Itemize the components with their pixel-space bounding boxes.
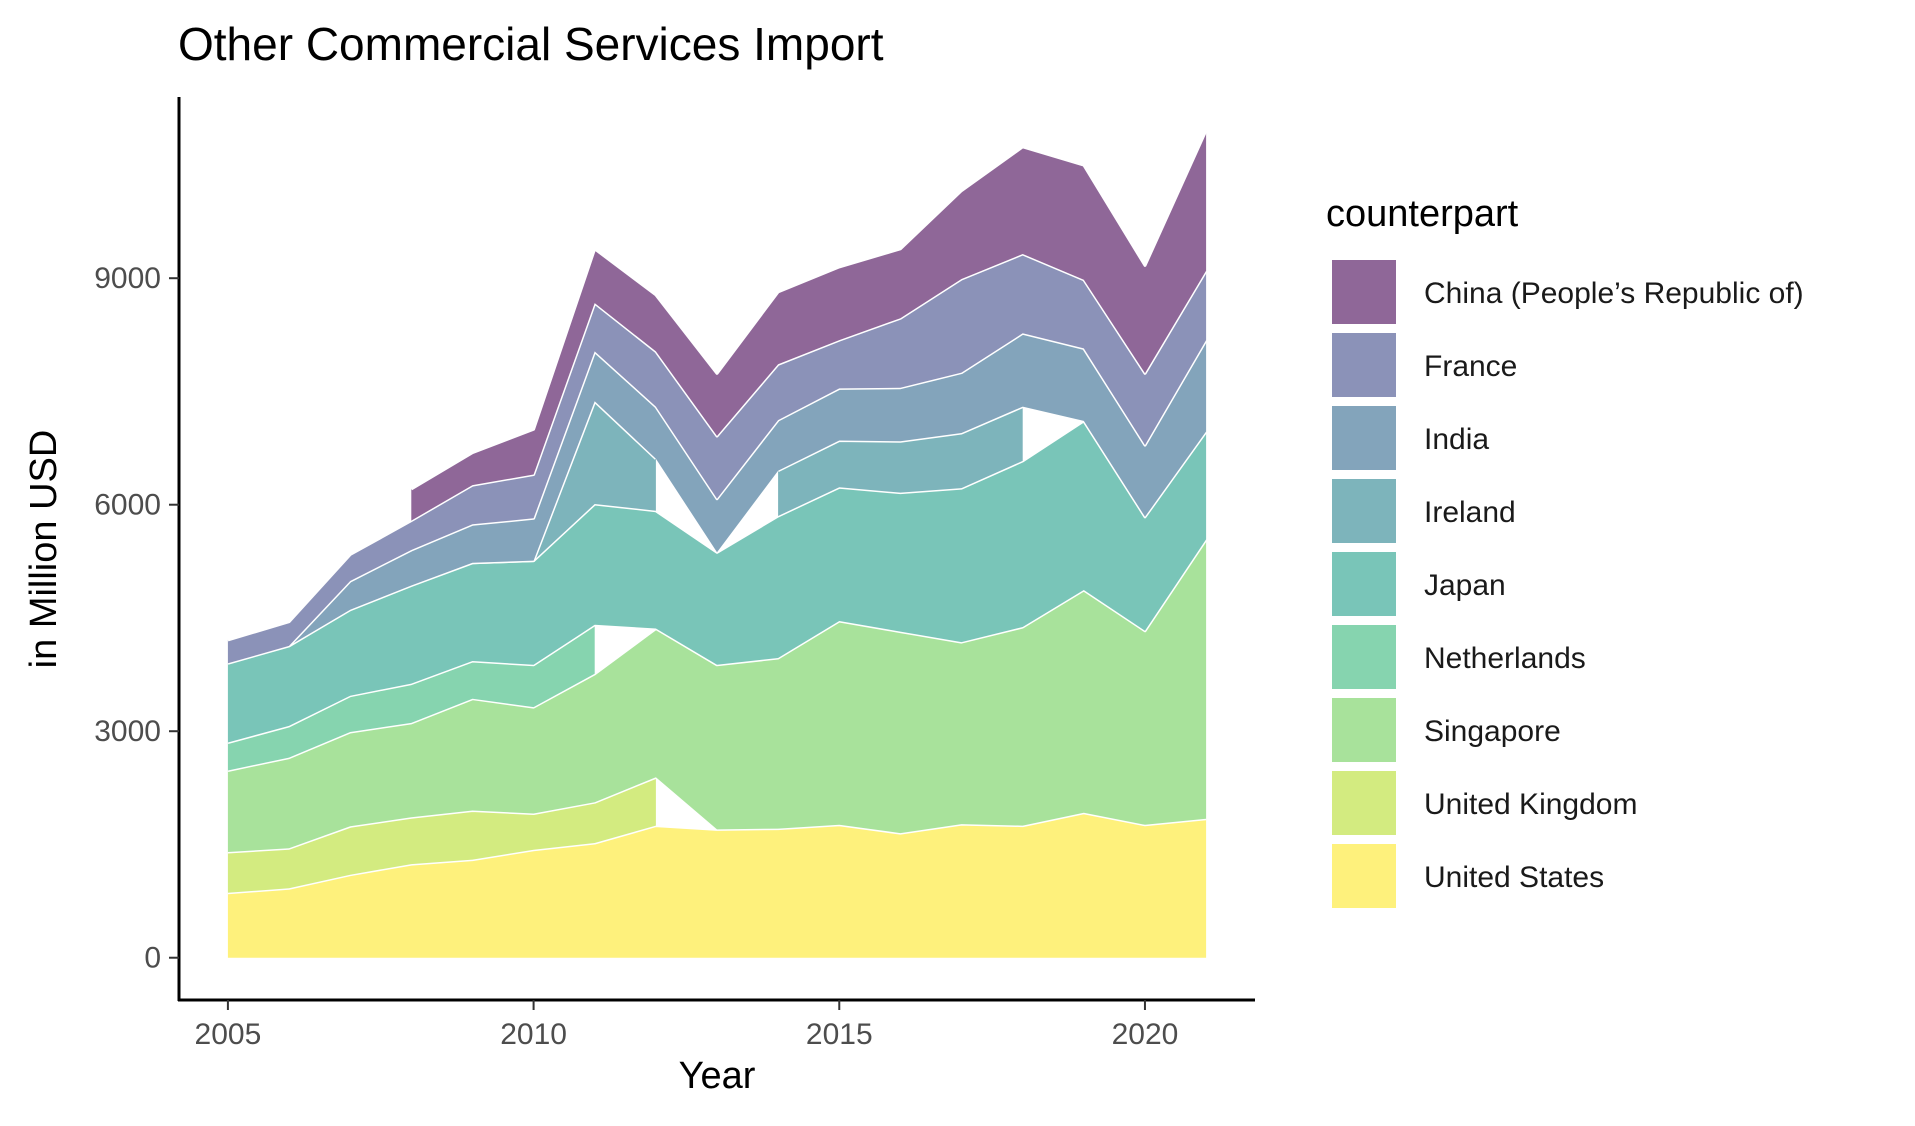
area-united-states bbox=[227, 812, 1207, 958]
x-tick-label: 2005 bbox=[195, 1018, 262, 1051]
y-tick-label: 6000 bbox=[94, 489, 161, 522]
legend-item-ireland: Ireland bbox=[1332, 479, 1516, 543]
area-china-people-s-republic-of bbox=[411, 130, 1207, 521]
legend-swatch bbox=[1332, 260, 1396, 324]
legend-swatch bbox=[1332, 844, 1396, 908]
x-axis-title: Year bbox=[679, 1055, 756, 1097]
legend-swatch bbox=[1332, 479, 1396, 543]
legend-item-united-states: United States bbox=[1332, 844, 1604, 908]
legend-label: Ireland bbox=[1424, 496, 1516, 529]
legend-swatch bbox=[1332, 698, 1396, 762]
area-outline-ireland bbox=[472, 399, 657, 565]
legend-label: France bbox=[1424, 350, 1517, 383]
legend-item-united-kingdom: United Kingdom bbox=[1332, 771, 1637, 835]
area-japan bbox=[227, 420, 1207, 743]
x-tick-label: 2010 bbox=[500, 1018, 567, 1051]
legend-items: China (People’s Republic of) France India I… bbox=[1332, 260, 1804, 908]
legend-swatch bbox=[1332, 552, 1396, 616]
x-axis-ticks: 2005 2010 2015 2020 bbox=[195, 1000, 1179, 1051]
legend-swatch bbox=[1332, 333, 1396, 397]
y-tick-label: 0 bbox=[144, 942, 161, 975]
x-tick-label: 2015 bbox=[806, 1018, 873, 1051]
area-netherlands bbox=[227, 624, 595, 771]
legend-swatch bbox=[1332, 771, 1396, 835]
legend-label: Singapore bbox=[1424, 715, 1561, 748]
legend-swatch bbox=[1332, 406, 1396, 470]
area-india bbox=[289, 333, 1207, 646]
legend-label: Japan bbox=[1424, 569, 1506, 602]
y-tick-label: 9000 bbox=[94, 262, 161, 295]
area-france bbox=[227, 254, 1207, 664]
x-tick-label: 2020 bbox=[1112, 1018, 1179, 1051]
area-outline-china-people-s-republic-of bbox=[410, 129, 1208, 491]
legend-item-netherlands: Netherlands bbox=[1332, 625, 1586, 689]
legend-label: India bbox=[1424, 423, 1489, 456]
legend-swatch bbox=[1332, 625, 1396, 689]
y-tick-label: 3000 bbox=[94, 715, 161, 748]
y-axis-title: in Million USD bbox=[23, 430, 65, 669]
legend-item-france: France bbox=[1332, 333, 1517, 397]
chart-title: Other Commercial Services Import bbox=[178, 18, 884, 70]
legend-label: United Kingdom bbox=[1424, 788, 1637, 821]
legend-item-india: India bbox=[1332, 406, 1489, 470]
legend: counterpart China (People’s Republic of)… bbox=[1326, 193, 1804, 908]
area-united-kingdom bbox=[227, 777, 656, 893]
y-axis-ticks: 0 3000 6000 9000 bbox=[94, 262, 179, 975]
legend-item-japan: Japan bbox=[1332, 552, 1506, 616]
legend-label: China (People’s Republic of) bbox=[1424, 277, 1804, 310]
legend-label: Netherlands bbox=[1424, 642, 1586, 675]
area-singapore bbox=[227, 539, 1207, 852]
plot-area bbox=[227, 129, 1208, 958]
legend-item-singapore: Singapore bbox=[1332, 698, 1561, 762]
legend-title: counterpart bbox=[1326, 193, 1519, 235]
legend-label: United States bbox=[1424, 861, 1604, 894]
legend-item-china-people-s-republic-of: China (People’s Republic of) bbox=[1332, 260, 1804, 324]
